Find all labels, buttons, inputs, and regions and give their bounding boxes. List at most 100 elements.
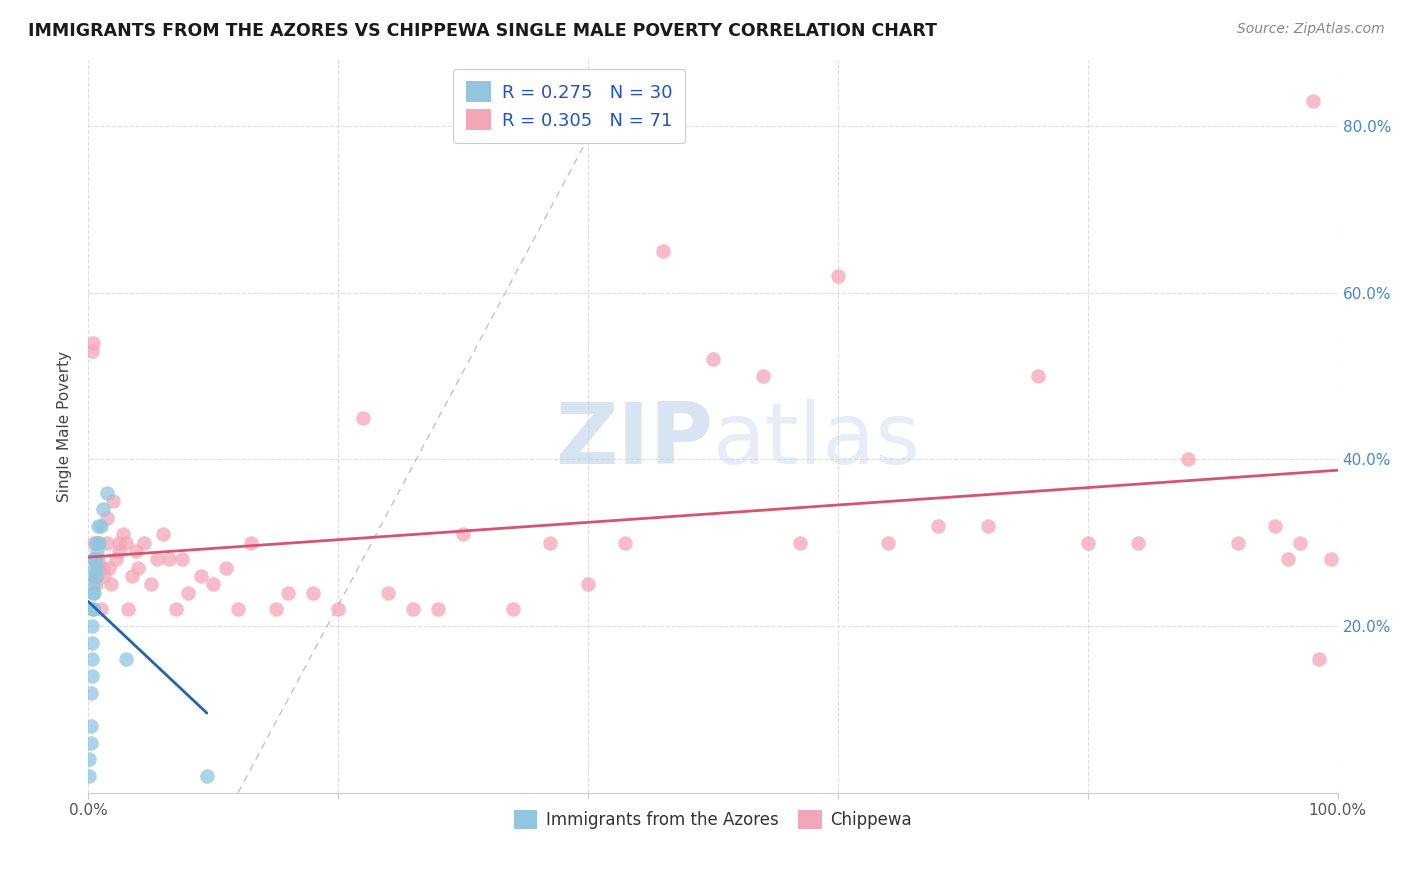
- Point: [1277, 552, 1299, 566]
- Point: [1264, 519, 1286, 533]
- Point: [96, 535, 118, 549]
- Point: [98, 560, 121, 574]
- Point: [83, 560, 105, 574]
- Point: [84, 535, 107, 549]
- Point: [83, 569, 105, 583]
- Point: [146, 552, 169, 566]
- Point: [108, 535, 131, 549]
- Point: [83, 552, 105, 566]
- Point: [651, 244, 673, 259]
- Point: [752, 369, 775, 384]
- Point: [112, 527, 135, 541]
- Point: [702, 352, 724, 367]
- Point: [87, 552, 110, 566]
- Point: [502, 602, 524, 616]
- Legend: Immigrants from the Azores, Chippewa: Immigrants from the Azores, Chippewa: [508, 803, 918, 836]
- Point: [87, 535, 110, 549]
- Point: [127, 560, 149, 574]
- Point: [326, 602, 349, 616]
- Point: [83, 585, 105, 599]
- Point: [84, 569, 107, 583]
- Point: [139, 577, 162, 591]
- Point: [108, 544, 131, 558]
- Point: [264, 602, 287, 616]
- Point: [427, 602, 450, 616]
- Point: [96, 485, 118, 500]
- Point: [80, 619, 103, 633]
- Point: [202, 577, 225, 591]
- Point: [226, 602, 249, 616]
- Point: [302, 585, 325, 599]
- Point: [96, 510, 118, 524]
- Point: [80, 652, 103, 666]
- Point: [79, 719, 101, 733]
- Point: [121, 569, 143, 583]
- Point: [117, 602, 139, 616]
- Point: [79, 752, 101, 766]
- Point: [86, 560, 108, 574]
- Point: [84, 577, 107, 591]
- Point: [104, 552, 127, 566]
- Point: [789, 535, 811, 549]
- Point: [80, 636, 103, 650]
- Point: [377, 585, 399, 599]
- Point: [91, 560, 114, 574]
- Point: [927, 519, 949, 533]
- Point: [1077, 535, 1099, 549]
- Point: [86, 569, 108, 583]
- Point: [82, 577, 104, 591]
- Point: [100, 577, 122, 591]
- Point: [1177, 452, 1199, 467]
- Point: [1289, 535, 1312, 549]
- Point: [87, 560, 110, 574]
- Point: [90, 519, 112, 533]
- Text: IMMIGRANTS FROM THE AZORES VS CHIPPEWA SINGLE MALE POVERTY CORRELATION CHART: IMMIGRANTS FROM THE AZORES VS CHIPPEWA S…: [28, 22, 938, 40]
- Point: [80, 344, 103, 359]
- Point: [190, 569, 212, 583]
- Point: [84, 552, 107, 566]
- Point: [134, 535, 156, 549]
- Point: [1026, 369, 1049, 384]
- Point: [352, 410, 374, 425]
- Point: [165, 602, 187, 616]
- Point: [82, 585, 104, 599]
- Point: [80, 669, 103, 683]
- Point: [87, 519, 110, 533]
- Point: [1320, 552, 1343, 566]
- Point: [152, 527, 174, 541]
- Point: [82, 335, 104, 350]
- Point: [83, 552, 105, 566]
- Point: [576, 577, 599, 591]
- Point: [177, 585, 200, 599]
- Point: [170, 552, 193, 566]
- Point: [1226, 535, 1249, 549]
- Point: [1302, 95, 1324, 109]
- Point: [82, 602, 104, 616]
- Point: [124, 544, 146, 558]
- Point: [101, 494, 124, 508]
- Point: [114, 652, 136, 666]
- Point: [451, 527, 474, 541]
- Point: [90, 602, 112, 616]
- Point: [827, 269, 849, 284]
- Text: Source: ZipAtlas.com: Source: ZipAtlas.com: [1237, 22, 1385, 37]
- Point: [89, 535, 111, 549]
- Point: [157, 552, 180, 566]
- Point: [277, 585, 299, 599]
- Point: [82, 602, 104, 616]
- Point: [91, 502, 114, 516]
- Point: [83, 535, 105, 549]
- Point: [977, 519, 1000, 533]
- Point: [195, 769, 218, 783]
- Point: [79, 736, 101, 750]
- Point: [89, 560, 111, 574]
- Point: [86, 544, 108, 558]
- Point: [876, 535, 898, 549]
- Point: [1308, 652, 1330, 666]
- Point: [540, 535, 562, 549]
- Point: [93, 569, 115, 583]
- Point: [214, 560, 236, 574]
- Text: atlas: atlas: [713, 400, 921, 483]
- Point: [79, 686, 101, 700]
- Y-axis label: Single Male Poverty: Single Male Poverty: [58, 351, 72, 501]
